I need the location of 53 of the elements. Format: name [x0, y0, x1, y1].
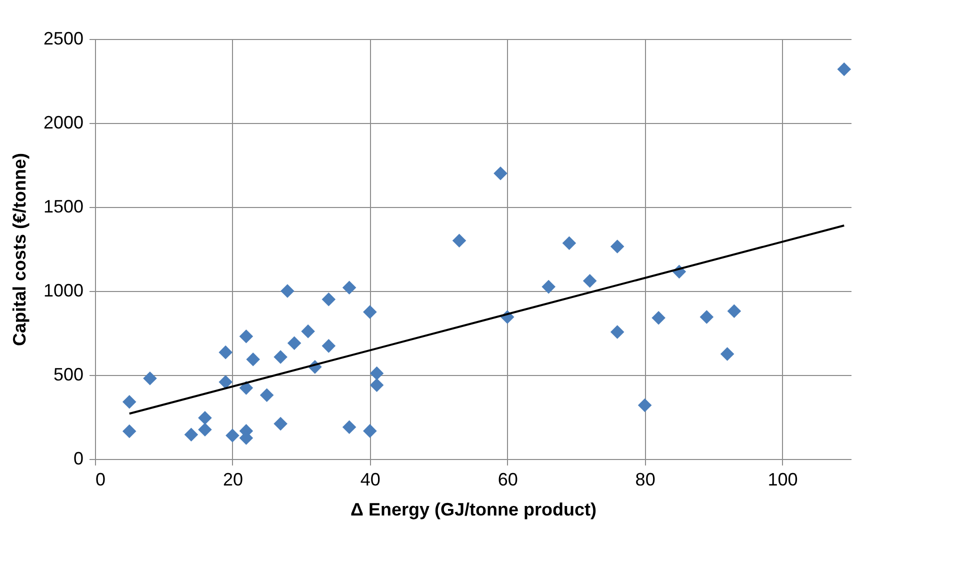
point	[274, 350, 288, 364]
point	[542, 280, 556, 294]
y-tick-label: 0	[73, 448, 84, 468]
point	[322, 292, 336, 306]
point	[122, 394, 136, 409]
point	[452, 234, 466, 248]
point	[287, 336, 302, 350]
point	[582, 274, 597, 288]
point	[122, 424, 136, 438]
x-tick-label: 100	[768, 470, 798, 490]
point	[494, 166, 508, 180]
point	[198, 410, 212, 425]
y-tick-label: 2500	[43, 28, 84, 48]
point	[700, 310, 714, 324]
point	[562, 236, 576, 250]
x-tick-label: 80	[635, 470, 656, 490]
y-axis-title: Capital costs (€/tonne)	[9, 152, 30, 346]
point	[301, 324, 315, 338]
y-tick-label: 2000	[43, 112, 84, 132]
point	[363, 424, 377, 438]
point	[143, 371, 157, 386]
x-tick-label: 20	[222, 470, 243, 490]
point	[198, 422, 212, 436]
point	[246, 352, 260, 366]
point	[218, 375, 232, 389]
x-tick-label: 60	[498, 470, 518, 490]
x-axis-title: Δ Energy (GJ/tonne product)	[350, 500, 596, 520]
point	[239, 329, 254, 344]
point	[720, 347, 734, 361]
point	[342, 280, 356, 295]
point	[218, 345, 232, 360]
point	[638, 398, 652, 412]
point	[652, 310, 666, 325]
point	[370, 378, 384, 392]
point	[727, 304, 742, 318]
point	[226, 428, 240, 442]
point	[370, 366, 384, 380]
point	[274, 416, 288, 431]
point	[342, 420, 356, 434]
point	[322, 339, 336, 353]
point	[610, 240, 624, 254]
point	[363, 305, 377, 319]
y-tick-label: 1000	[43, 280, 84, 300]
x-tick-label: 40	[360, 470, 380, 490]
point	[184, 428, 198, 442]
point	[260, 388, 274, 402]
y-tick-label: 500	[53, 364, 84, 384]
x-tick-label: 0	[96, 470, 106, 490]
point	[837, 62, 852, 76]
y-tick-label: 1500	[43, 196, 84, 216]
point	[239, 381, 254, 395]
point	[280, 284, 294, 298]
point	[610, 325, 624, 339]
